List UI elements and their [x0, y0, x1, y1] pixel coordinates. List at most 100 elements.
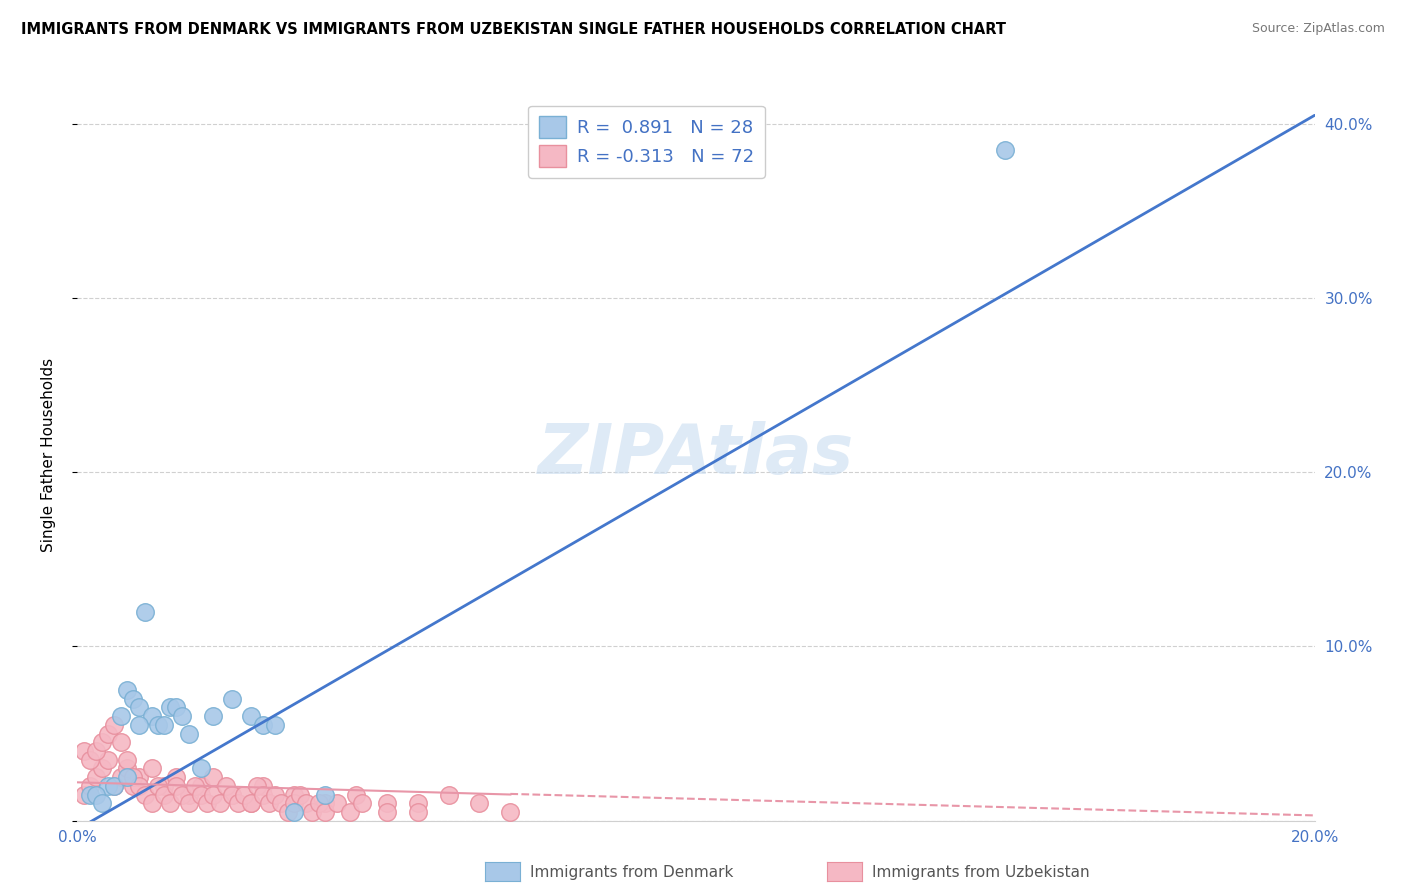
Point: [221, 691, 243, 706]
Point: [295, 796, 318, 810]
Point: [288, 788, 311, 802]
Point: [344, 788, 367, 802]
Point: [277, 805, 299, 819]
Point: [406, 796, 429, 810]
Point: [115, 753, 138, 767]
Point: [190, 788, 212, 802]
Point: [226, 796, 249, 810]
Point: [468, 796, 491, 810]
Point: [314, 788, 336, 802]
Point: [177, 796, 200, 810]
Point: [233, 788, 256, 802]
Point: [103, 779, 125, 793]
Point: [314, 796, 336, 810]
Point: [134, 788, 156, 802]
Point: [153, 779, 176, 793]
Point: [326, 796, 349, 810]
Point: [79, 753, 101, 767]
Point: [103, 718, 125, 732]
Point: [202, 788, 225, 802]
Point: [406, 805, 429, 819]
Point: [110, 770, 132, 784]
Point: [339, 805, 361, 819]
Point: [72, 744, 94, 758]
Point: [195, 796, 218, 810]
Point: [146, 779, 169, 793]
Point: [314, 805, 336, 819]
Legend: R =  0.891   N = 28, R = -0.313   N = 72: R = 0.891 N = 28, R = -0.313 N = 72: [529, 105, 765, 178]
Point: [375, 805, 398, 819]
Point: [128, 718, 150, 732]
Point: [190, 761, 212, 775]
Y-axis label: Single Father Households: Single Father Households: [42, 358, 56, 552]
Point: [264, 788, 287, 802]
Point: [79, 788, 101, 802]
Point: [264, 718, 287, 732]
Point: [375, 796, 398, 810]
Point: [177, 788, 200, 802]
Point: [165, 770, 187, 784]
Point: [283, 805, 305, 819]
Text: IMMIGRANTS FROM DENMARK VS IMMIGRANTS FROM UZBEKISTAN SINGLE FATHER HOUSEHOLDS C: IMMIGRANTS FROM DENMARK VS IMMIGRANTS FR…: [21, 22, 1007, 37]
Point: [221, 788, 243, 802]
Point: [128, 770, 150, 784]
Point: [257, 796, 280, 810]
Point: [994, 143, 1017, 157]
Point: [308, 796, 330, 810]
Point: [84, 770, 107, 784]
Point: [165, 700, 187, 714]
Point: [84, 744, 107, 758]
Point: [128, 779, 150, 793]
Point: [239, 796, 262, 810]
Point: [239, 709, 262, 723]
Point: [221, 788, 243, 802]
Point: [184, 779, 207, 793]
Point: [283, 788, 305, 802]
Point: [437, 788, 460, 802]
Point: [172, 709, 194, 723]
Point: [103, 779, 125, 793]
Point: [72, 788, 94, 802]
Point: [97, 753, 120, 767]
Point: [141, 709, 163, 723]
Point: [115, 683, 138, 698]
Point: [97, 779, 120, 793]
Point: [252, 718, 274, 732]
Point: [153, 788, 176, 802]
Point: [165, 779, 187, 793]
Point: [128, 700, 150, 714]
Point: [91, 796, 114, 810]
Point: [350, 796, 373, 810]
Point: [239, 796, 262, 810]
Point: [122, 770, 145, 784]
Point: [122, 779, 145, 793]
Point: [270, 796, 292, 810]
Point: [110, 709, 132, 723]
Point: [141, 761, 163, 775]
Point: [146, 718, 169, 732]
Point: [202, 770, 225, 784]
Point: [84, 788, 107, 802]
Point: [252, 788, 274, 802]
Point: [122, 691, 145, 706]
Point: [202, 709, 225, 723]
Point: [172, 788, 194, 802]
Point: [91, 761, 114, 775]
Point: [153, 718, 176, 732]
Point: [159, 700, 181, 714]
Point: [499, 805, 522, 819]
Point: [159, 796, 181, 810]
Point: [208, 796, 231, 810]
Text: Immigrants from Denmark: Immigrants from Denmark: [530, 865, 734, 880]
Point: [215, 779, 238, 793]
Point: [115, 770, 138, 784]
Point: [246, 779, 269, 793]
Point: [141, 796, 163, 810]
Point: [79, 779, 101, 793]
Text: Source: ZipAtlas.com: Source: ZipAtlas.com: [1251, 22, 1385, 36]
Point: [301, 805, 323, 819]
Point: [252, 779, 274, 793]
Point: [110, 735, 132, 749]
Point: [190, 779, 212, 793]
Text: ZIPAtlas: ZIPAtlas: [538, 421, 853, 489]
